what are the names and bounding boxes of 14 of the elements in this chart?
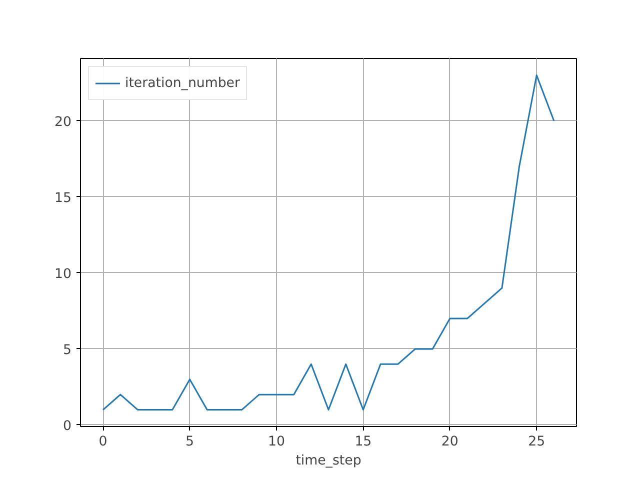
y-tick-label: 5 <box>63 342 72 358</box>
line-series <box>102 74 555 411</box>
x-tick-label: 5 <box>186 434 194 450</box>
y-tick-label: 20 <box>54 114 72 130</box>
x-axis-title: time_step <box>296 454 362 468</box>
x-tick-label: 20 <box>441 434 458 450</box>
x-tick-label: 15 <box>354 434 372 450</box>
y-tick-label: 15 <box>54 190 72 206</box>
x-tick-label: 10 <box>268 434 285 450</box>
y-tick-label: 0 <box>63 418 72 434</box>
y-tick-label: 10 <box>54 266 72 282</box>
x-tick-label: 25 <box>528 434 546 450</box>
x-tick-label: 0 <box>98 434 108 450</box>
legend-label: iteration_number <box>125 76 240 90</box>
